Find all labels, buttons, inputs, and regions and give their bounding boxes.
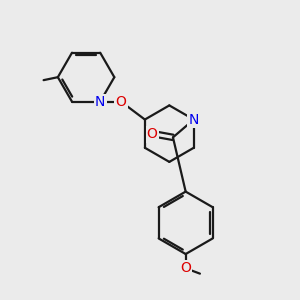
Text: N: N <box>189 112 199 127</box>
Text: O: O <box>147 128 158 141</box>
Text: N: N <box>95 94 105 109</box>
Text: O: O <box>116 94 127 109</box>
Text: O: O <box>180 261 191 275</box>
